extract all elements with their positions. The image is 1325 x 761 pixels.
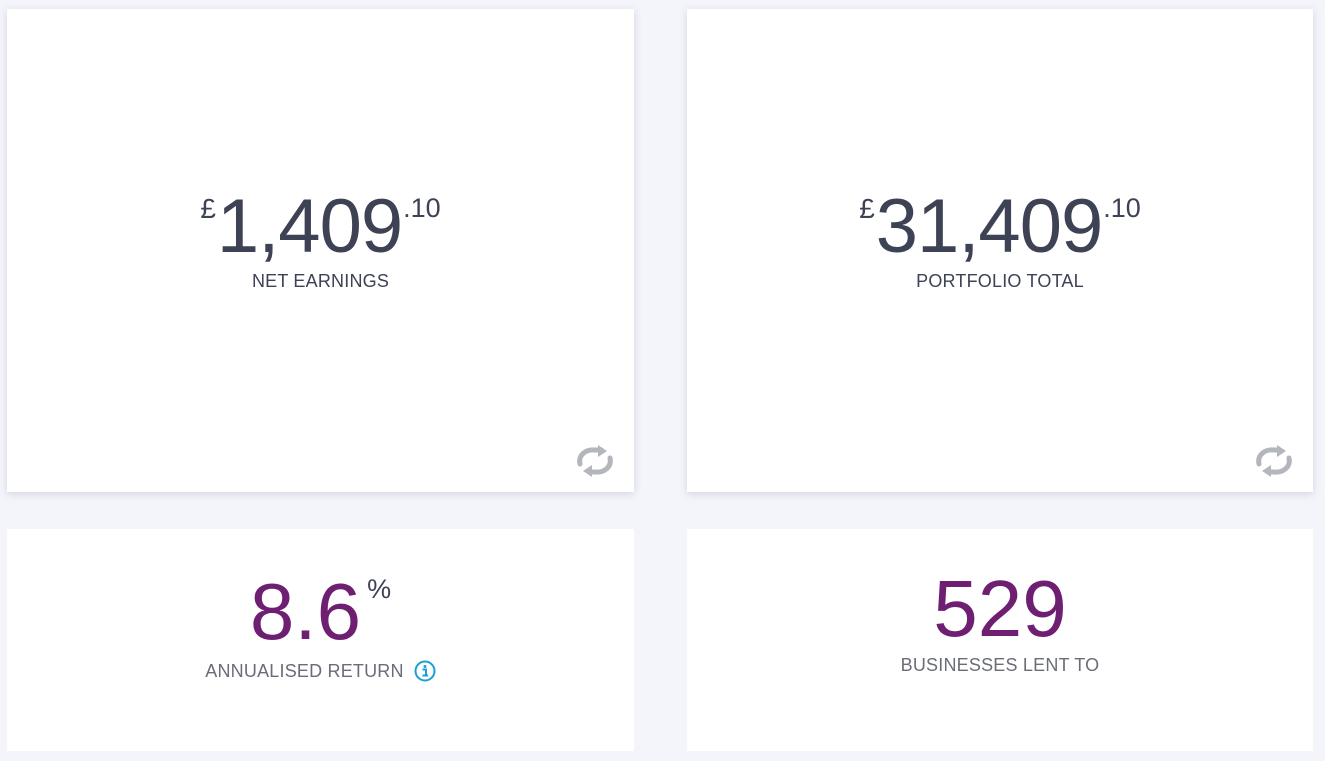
net-earnings-card: £ 1,409 .10 NET EARNINGS (7, 9, 634, 492)
net-earnings-currency: £ (200, 193, 216, 224)
portfolio-total-cents: .10 (1103, 193, 1141, 223)
net-earnings-whole: 1,409 (216, 184, 403, 269)
net-earnings-amount: £ 1,409 .10 (200, 189, 440, 265)
annualised-return-card: 8.6 % ANNUALISED RETURN (7, 529, 634, 751)
portfolio-total-card: £ 31,409 .10 PORTFOLIO TOTAL (687, 9, 1313, 492)
businesses-lent-to-value: 529 (933, 569, 1066, 649)
portfolio-total-amount: £ 31,409 .10 (859, 189, 1141, 265)
portfolio-total-currency: £ (859, 193, 875, 224)
refresh-icon[interactable] (1253, 444, 1295, 478)
portfolio-total-label: PORTFOLIO TOTAL (916, 271, 1084, 291)
refresh-icon[interactable] (574, 444, 616, 478)
portfolio-total-whole: 31,409 (875, 184, 1103, 269)
annualised-return-label: ANNUALISED RETURN (205, 660, 404, 681)
annualised-return-number: 8.6 (249, 567, 362, 656)
net-earnings-cents: .10 (403, 193, 441, 223)
businesses-lent-to-label: BUSINESSES LENT TO (900, 655, 1100, 675)
net-earnings-label: NET EARNINGS (251, 271, 390, 291)
net-earnings-metric: £ 1,409 .10 NET EARNINGS (7, 189, 634, 292)
annualised-return-metric: 8.6 % ANNUALISED RETURN (7, 572, 634, 682)
annualised-return-label-row: ANNUALISED RETURN (205, 660, 436, 682)
portfolio-total-metric: £ 31,409 .10 PORTFOLIO TOTAL (687, 189, 1313, 292)
businesses-lent-to-card: 529 BUSINESSES LENT TO (687, 529, 1313, 751)
businesses-lent-to-number: 529 (933, 564, 1067, 653)
info-icon[interactable] (414, 660, 436, 682)
businesses-lent-to-metric: 529 BUSINESSES LENT TO (687, 569, 1313, 676)
annualised-return-unit: % (367, 574, 392, 604)
annualised-return-value: 8.6 % (250, 572, 391, 652)
